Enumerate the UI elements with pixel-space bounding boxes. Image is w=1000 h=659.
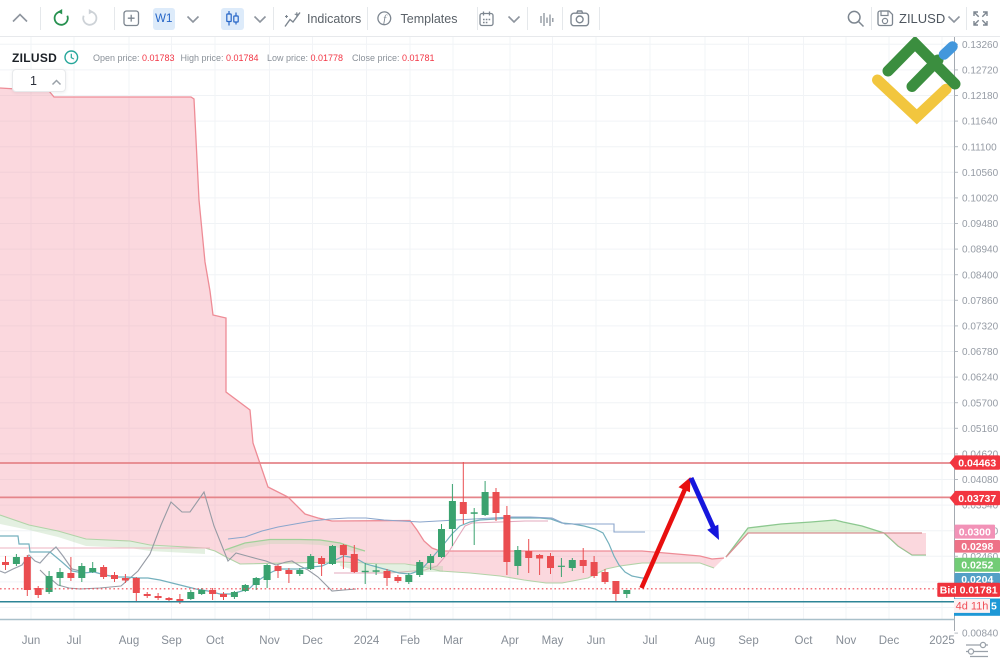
svg-text:0.03737: 0.03737: [958, 493, 996, 505]
svg-text:0.11100: 0.11100: [962, 142, 997, 153]
svg-text:0.12180: 0.12180: [962, 91, 999, 102]
svg-text:0.05700: 0.05700: [962, 398, 999, 409]
svg-text:Aug: Aug: [695, 635, 715, 647]
svg-text:Aug: Aug: [119, 635, 139, 647]
svg-text:Apr: Apr: [501, 635, 519, 647]
svg-text:0.04620: 0.04620: [962, 450, 999, 461]
svg-text:0.0252: 0.0252: [961, 559, 993, 571]
svg-text:Oct: Oct: [206, 635, 225, 647]
svg-text:0.12720: 0.12720: [962, 66, 999, 77]
svg-text:Oct: Oct: [795, 635, 814, 647]
svg-text:0.08400: 0.08400: [962, 270, 999, 281]
svg-text:Jul: Jul: [643, 635, 658, 647]
svg-text:0.06240: 0.06240: [962, 373, 999, 384]
svg-text:0.13260: 0.13260: [962, 40, 999, 51]
svg-text:May: May: [542, 635, 564, 647]
svg-text:0.06780: 0.06780: [962, 347, 999, 358]
svg-text:0.00840: 0.00840: [962, 629, 999, 640]
svg-text:Dec: Dec: [302, 635, 323, 647]
svg-text:Sep: Sep: [738, 635, 758, 647]
svg-text:0.0298: 0.0298: [961, 541, 993, 553]
svg-text:0.03540: 0.03540: [962, 501, 999, 512]
svg-text:0.0300: 0.0300: [959, 526, 991, 538]
svg-text:Sep: Sep: [161, 635, 181, 647]
svg-text:Bid 0.01781: Bid 0.01781: [940, 585, 998, 597]
svg-text:Dec: Dec: [879, 635, 900, 647]
svg-text:0.07860: 0.07860: [962, 296, 999, 307]
svg-text:0.08940: 0.08940: [962, 245, 999, 256]
svg-text:Mar: Mar: [443, 635, 463, 647]
svg-text:0.07320: 0.07320: [962, 322, 999, 333]
svg-text:4d 11h: 4d 11h: [956, 600, 989, 612]
svg-text:0.04080: 0.04080: [962, 475, 999, 486]
svg-text:Jun: Jun: [22, 635, 41, 647]
svg-text:f: f: [383, 13, 388, 25]
svg-text:2025: 2025: [929, 635, 955, 647]
svg-text:0.10560: 0.10560: [962, 168, 999, 179]
svg-text:0.02460: 0.02460: [962, 552, 999, 563]
svg-text:Feb: Feb: [400, 635, 420, 647]
svg-text:0.10020: 0.10020: [962, 194, 999, 205]
svg-text:2024: 2024: [354, 635, 380, 647]
svg-text:Nov: Nov: [836, 635, 857, 647]
svg-text:0.11640: 0.11640: [962, 117, 998, 128]
svg-text:0.04463: 0.04463: [958, 457, 996, 469]
svg-text:Nov: Nov: [259, 635, 280, 647]
svg-text:Jul: Jul: [67, 635, 82, 647]
svg-text:5: 5: [991, 601, 997, 613]
svg-text:0.05160: 0.05160: [962, 424, 999, 435]
svg-text:0.09480: 0.09480: [962, 219, 999, 230]
svg-text:Jun: Jun: [587, 635, 606, 647]
